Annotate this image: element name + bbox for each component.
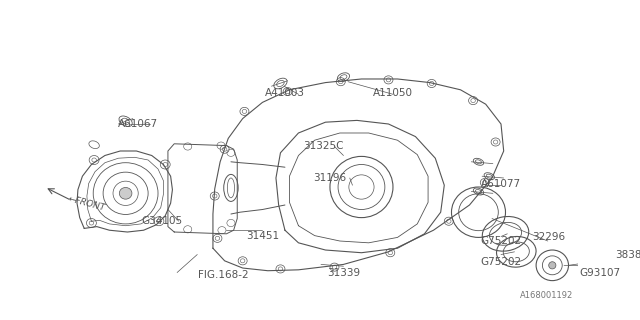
Ellipse shape: [119, 188, 132, 199]
Text: 31451: 31451: [246, 231, 279, 241]
Text: A61067: A61067: [118, 119, 158, 129]
Text: ←FRONT: ←FRONT: [67, 194, 106, 212]
Text: 32296: 32296: [532, 231, 565, 242]
Text: 31325C: 31325C: [303, 141, 344, 151]
Text: 38380: 38380: [615, 250, 640, 260]
Text: G75202: G75202: [481, 236, 522, 246]
Text: 31339: 31339: [327, 268, 360, 277]
Text: A168001192: A168001192: [520, 291, 573, 300]
Text: G75202: G75202: [481, 257, 522, 267]
Text: G93107: G93107: [579, 268, 621, 277]
Text: FIG.168-2: FIG.168-2: [198, 270, 248, 280]
Text: 31196: 31196: [314, 173, 346, 183]
Text: G34105: G34105: [141, 216, 182, 226]
Text: A11050: A11050: [373, 88, 413, 98]
Text: A61077: A61077: [481, 179, 521, 189]
Text: A41003: A41003: [265, 88, 305, 98]
Ellipse shape: [548, 262, 556, 269]
